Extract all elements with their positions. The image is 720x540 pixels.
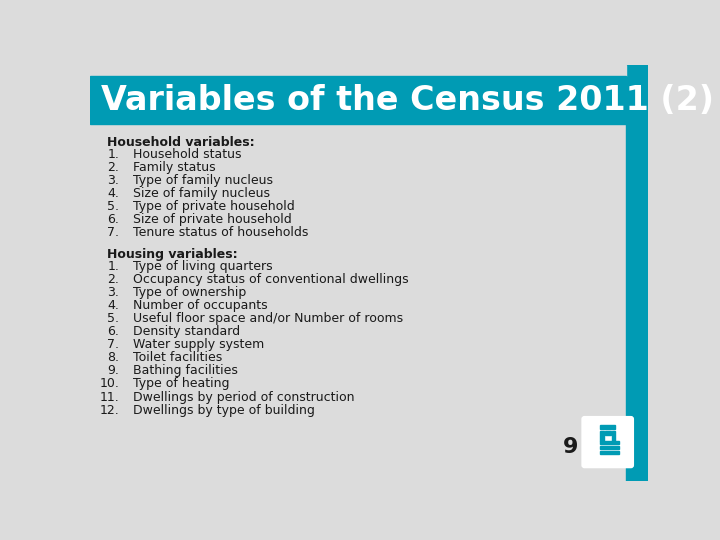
Text: 12.: 12. [99, 403, 120, 416]
Bar [600, 441, 619, 444]
Text: Type of family nucleus: Type of family nucleus [132, 174, 273, 187]
Text: 8.: 8. [107, 351, 120, 364]
Text: Size of family nucleus: Size of family nucleus [132, 187, 269, 200]
Text: Dwellings by period of construction: Dwellings by period of construction [132, 390, 354, 403]
Bar [90, 76, 626, 124]
Text: 2.: 2. [107, 273, 120, 286]
Text: 3.: 3. [107, 286, 120, 299]
Text: 1.: 1. [107, 148, 120, 161]
Text: Occupancy status of conventional dwellings: Occupancy status of conventional dwellin… [132, 273, 408, 286]
FancyBboxPatch shape [581, 416, 634, 468]
Text: 9: 9 [563, 437, 578, 457]
Bar [600, 425, 616, 429]
Text: Type of ownership: Type of ownership [132, 286, 246, 299]
Bar [90, 65, 626, 76]
Text: Size of private household: Size of private household [132, 213, 292, 226]
Text: Tenure status of households: Tenure status of households [132, 226, 308, 240]
Text: Household status: Household status [132, 148, 241, 161]
Text: Density standard: Density standard [132, 325, 240, 338]
Text: Variables of the Census 2011 (2): Variables of the Census 2011 (2) [101, 84, 714, 117]
Text: 3.: 3. [107, 174, 120, 187]
Text: 5.: 5. [107, 200, 120, 213]
Text: 10.: 10. [99, 377, 120, 390]
Text: Household variables:: Household variables: [107, 137, 255, 150]
Text: Type of private household: Type of private household [132, 200, 294, 213]
Text: Bathing facilities: Bathing facilities [132, 364, 238, 377]
Text: Family status: Family status [132, 161, 215, 174]
Text: 5.: 5. [107, 312, 120, 325]
Text: 11.: 11. [99, 390, 120, 403]
Text: 9.: 9. [107, 364, 120, 377]
Text: 4.: 4. [107, 187, 120, 200]
Text: 6.: 6. [107, 325, 120, 338]
Text: 4.: 4. [107, 299, 120, 312]
Text: 6.: 6. [107, 213, 120, 226]
Text: Number of occupants: Number of occupants [132, 299, 267, 312]
Text: Housing variables:: Housing variables: [107, 248, 238, 261]
Text: Dwellings by type of building: Dwellings by type of building [132, 403, 315, 416]
Bar [611, 430, 616, 441]
Bar [605, 430, 611, 435]
Bar [600, 450, 619, 454]
Text: 2.: 2. [107, 161, 120, 174]
Text: 7.: 7. [107, 338, 120, 351]
Text: Type of living quarters: Type of living quarters [132, 260, 272, 273]
Text: Useful floor space and/or Number of rooms: Useful floor space and/or Number of room… [132, 312, 402, 325]
Bar [600, 446, 619, 449]
Text: 7.: 7. [107, 226, 120, 240]
Text: Toilet facilities: Toilet facilities [132, 351, 222, 364]
Bar [600, 430, 604, 441]
Bar [626, 65, 648, 481]
Text: 1.: 1. [107, 260, 120, 273]
Text: Water supply system: Water supply system [132, 338, 264, 351]
Text: Type of heating: Type of heating [132, 377, 229, 390]
